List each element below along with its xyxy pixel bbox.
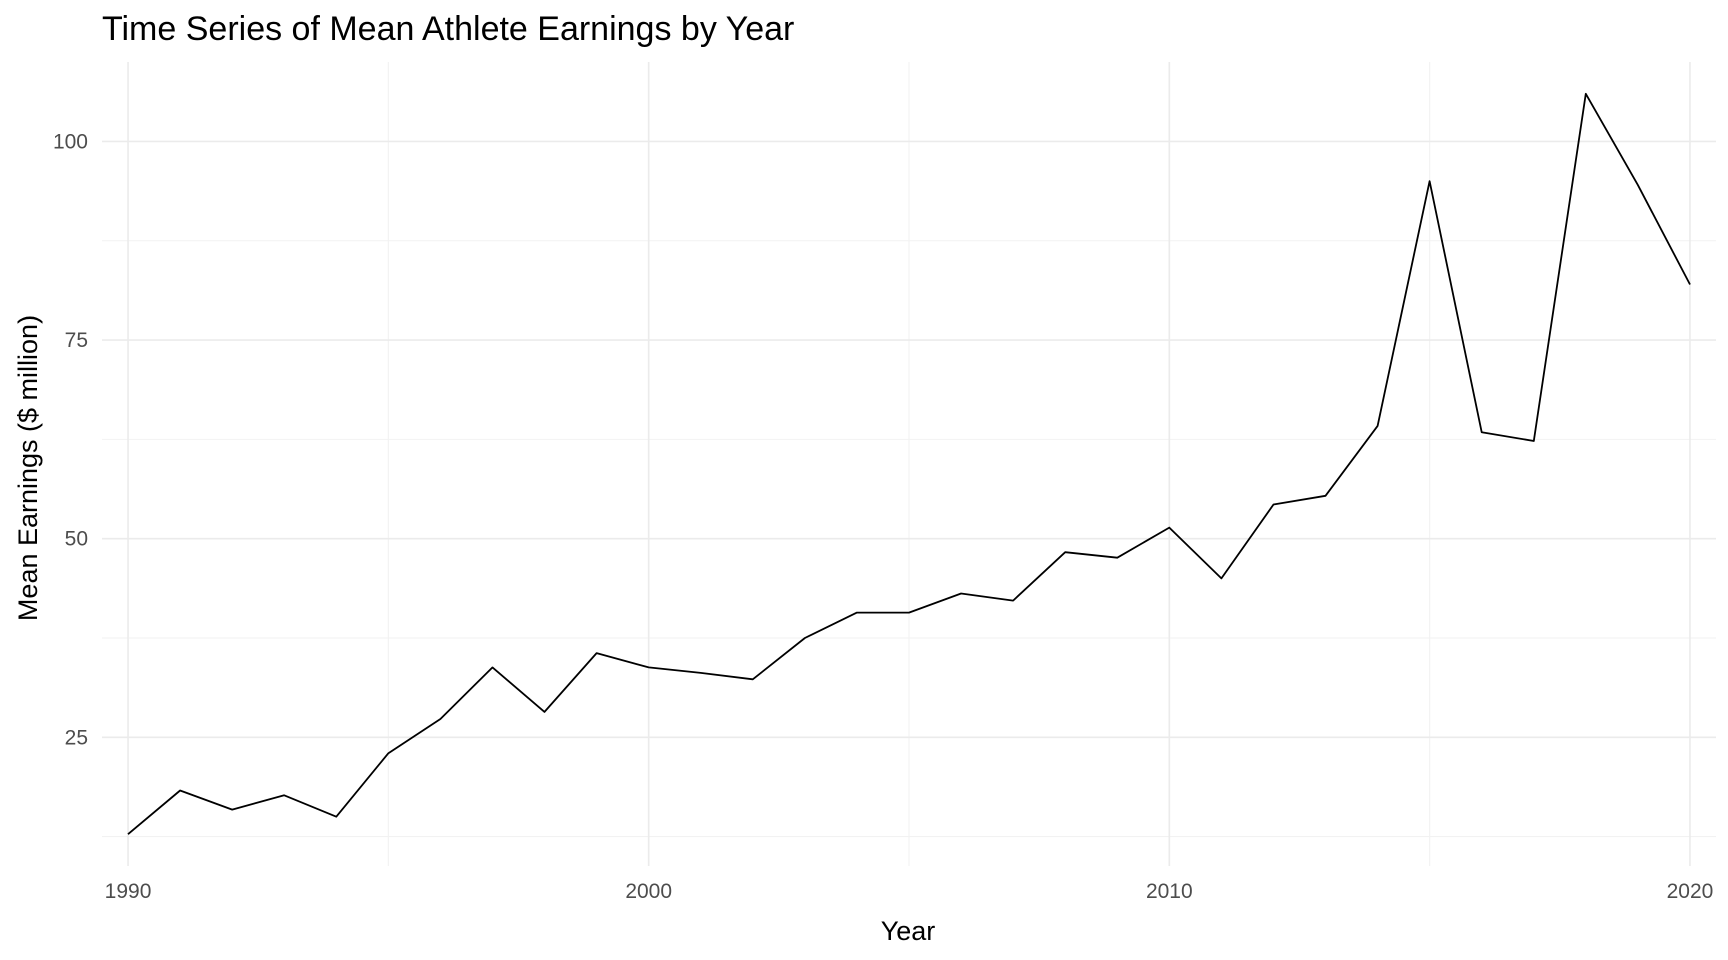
y-tick-label: 50 [65,528,88,551]
x-tick-label: 2000 [625,880,672,903]
y-tick-label: 100 [53,130,88,153]
series-layer [127,92,1691,835]
grid [102,62,1716,866]
x-axis-title: Year [881,916,936,946]
y-axis-title: Mean Earnings ($ million) [13,315,43,621]
y-tick-label: 25 [65,726,88,749]
x-tick-label: 1990 [105,880,152,903]
y-tick-label: 75 [65,329,88,352]
chart-title: Time Series of Mean Athlete Earnings by … [102,10,794,48]
x-tick-label: 2010 [1146,880,1193,903]
earnings-series-line [127,92,1691,835]
tick-labels: 1990 2000 2010 2020 25 50 75 100 [53,130,1713,903]
x-tick-label: 2020 [1667,880,1714,903]
